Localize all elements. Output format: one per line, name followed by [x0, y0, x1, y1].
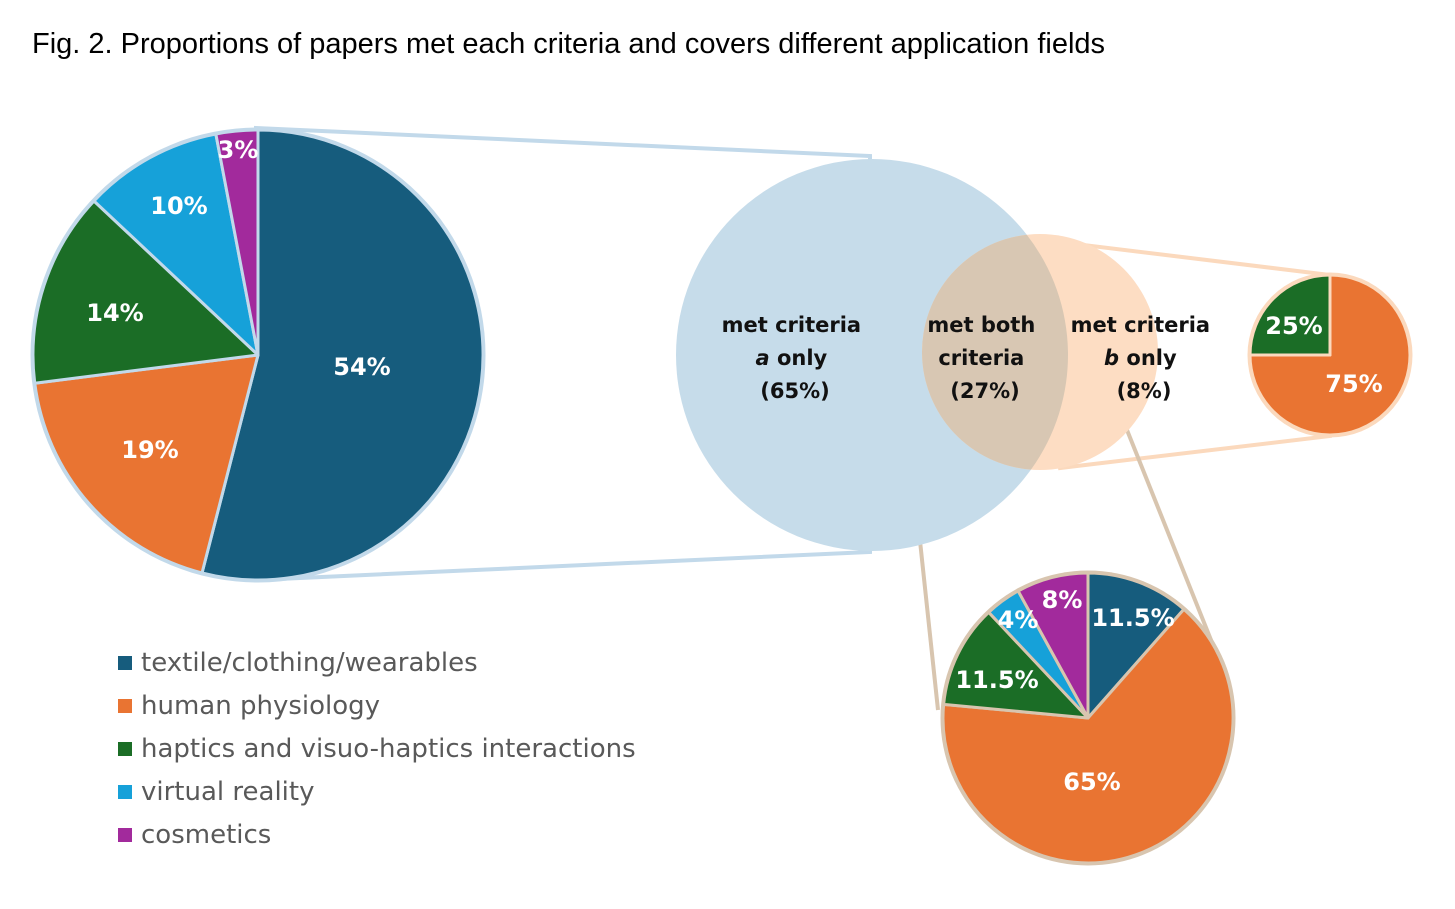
pie-slice-haptics-and-visuo-haptics-interactions [31, 199, 260, 385]
pie-slice-label: 10% [150, 192, 207, 220]
pie-slice-label: 4% [998, 606, 1039, 634]
legend-item-cosmetics: cosmetics [118, 820, 271, 850]
pie-slice-human-physiology [33, 353, 260, 575]
legend: textile/clothing/wearables human physiolo… [118, 648, 636, 850]
pie-slice-label: 54% [333, 353, 390, 381]
figure-title: Fig. 2. Proportions of papers met each c… [32, 28, 1105, 60]
legend-label: cosmetics [141, 820, 271, 850]
connector-both-right [1113, 399, 1217, 651]
legend-item-virtual-reality: virtual reality [118, 777, 314, 807]
pie-slice-textile-clothing-wearables [200, 128, 485, 582]
pie-slice-label: 19% [121, 436, 178, 464]
pie-both: 11.5% 65% 11.5% 4%8% [940, 570, 1236, 866]
pie-slice-cosmetics [1016, 571, 1090, 720]
pie-slice-haptics-and-visuo-haptics-interactions [1248, 273, 1332, 357]
legend-label: human physiology [141, 691, 380, 721]
pie-slice-label: 8% [1042, 586, 1083, 614]
legend-label: haptics and visuo-haptics interactions [141, 734, 636, 764]
venn-label-both: met both criteria (27%) [927, 313, 1042, 403]
pie-slice-virtual-reality [92, 132, 260, 357]
pie-slice-label: 3% [218, 136, 259, 164]
legend-swatch [118, 785, 132, 799]
venn-circle-a [676, 159, 1068, 551]
legend-swatch [118, 828, 132, 842]
pie-a-only: 54% 19% 14% 10% 3% [30, 127, 486, 583]
pie-slice-label: 75% [1325, 370, 1382, 398]
pie-slice-human-physiology [941, 607, 1235, 865]
pie-slice-label: 25% [1265, 312, 1322, 340]
pie-slice-cosmetics [214, 128, 260, 357]
legend-item-human-physiology: human physiology [118, 691, 380, 721]
pie-slice-textile-clothing-wearables [1086, 571, 1186, 720]
venn-diagram: met criteria a only (65%) met both crite… [676, 159, 1218, 551]
pie-slice-label: 65% [1063, 768, 1120, 796]
legend-label: virtual reality [141, 777, 314, 807]
legend-label: textile/clothing/wearables [141, 648, 478, 678]
legend-item-textile-clothing-wearables: textile/clothing/wearables [118, 648, 478, 678]
legend-swatch [118, 656, 132, 670]
pie-slice-label: 14% [86, 299, 143, 327]
pie-b-only: 75% 25% [1247, 272, 1413, 438]
pie-slice-label: 11.5% [1091, 604, 1174, 632]
pie-slice-label: 11.5% [955, 666, 1038, 694]
venn-intersection [922, 234, 1068, 470]
venn-label-a-only: met criteria a only (65%) [722, 313, 869, 403]
venn-label-b-only: met criteria b only (8%) [1071, 313, 1218, 403]
legend-swatch [118, 699, 132, 713]
legend-item-haptics-and-visuo-haptics-interactions: haptics and visuo-haptics interactions [118, 734, 636, 764]
legend-swatch [118, 742, 132, 756]
pie-slice-haptics-and-visuo-haptics-interactions [942, 610, 1090, 720]
